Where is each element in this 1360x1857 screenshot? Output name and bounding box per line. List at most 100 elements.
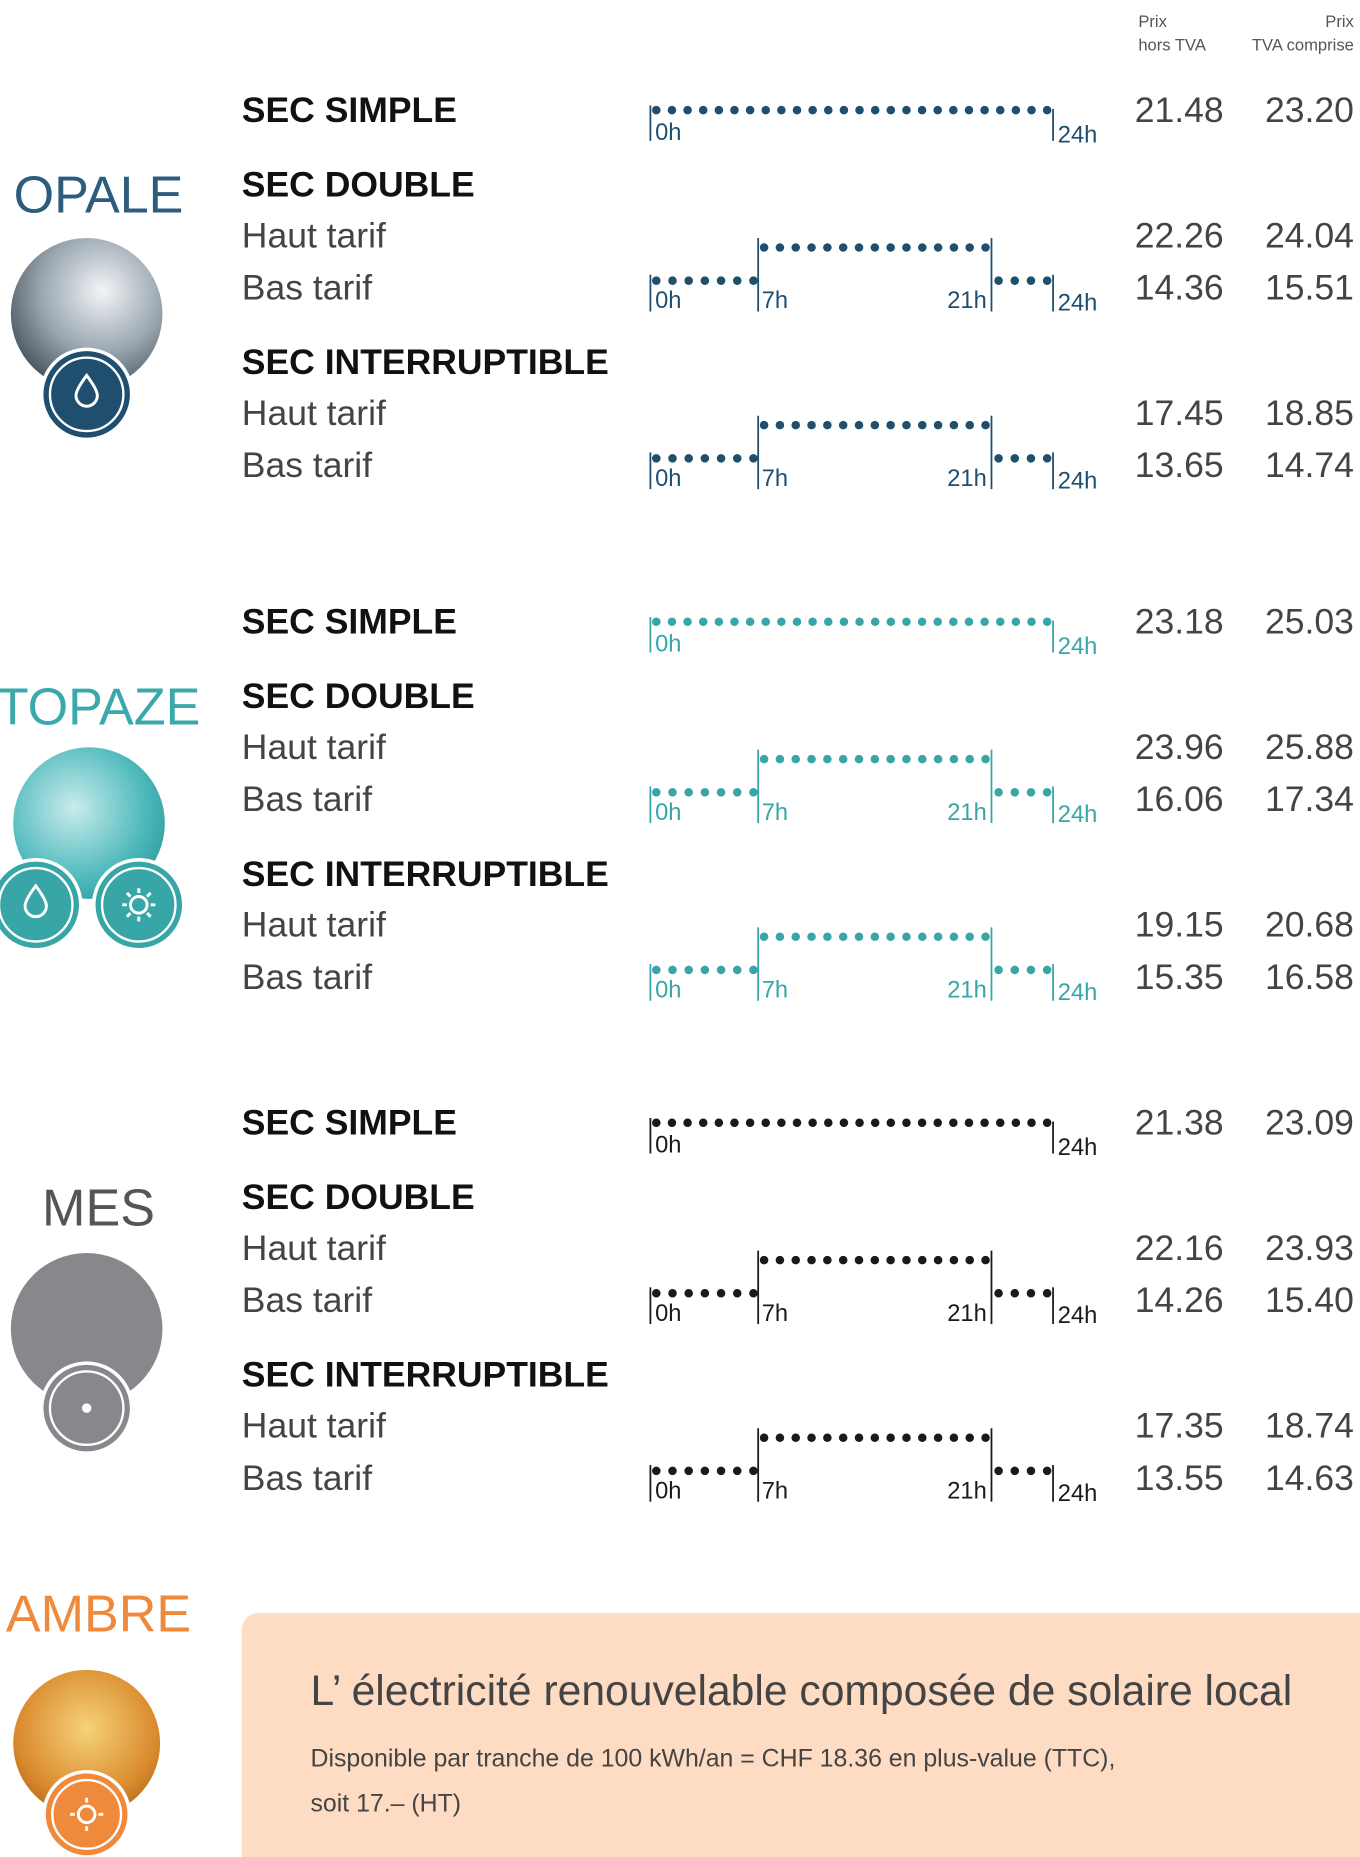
timeline-dot [699, 617, 708, 626]
price-ttc: 17.34 [1265, 779, 1354, 819]
timeline-dot [791, 933, 800, 942]
timeline-dot [871, 1256, 880, 1265]
timeline-dot [717, 966, 726, 975]
timeline-dot [949, 106, 958, 115]
timeline-dot [902, 755, 911, 764]
timeline-label: 24h [1058, 802, 1098, 828]
timeline-dot [871, 421, 880, 430]
price-ht: 17.45 [1135, 393, 1224, 433]
tariff-sheet: Prixhors TVAPrixTVA compriseOPALESEC SIM… [0, 0, 1360, 1857]
price-ttc: 20.68 [1265, 905, 1354, 945]
timeline-dot [791, 1433, 800, 1442]
timeline-dot [717, 276, 726, 285]
timeline-dot [761, 106, 770, 115]
timeline-dot [855, 933, 864, 942]
timeline-dot [791, 421, 800, 430]
timeline-dot [981, 243, 990, 252]
timeline-dot [823, 421, 832, 430]
timeline-dot [760, 1433, 769, 1442]
timeline-dot [760, 755, 769, 764]
timeline-label: 7h [762, 978, 788, 1004]
timeline-dot [1011, 454, 1020, 463]
price-ttc: 24.04 [1265, 215, 1354, 255]
timeline-dot [746, 106, 755, 115]
opale-icon [11, 238, 163, 439]
timeline-dot [749, 788, 758, 797]
timeline-dot [777, 617, 786, 626]
timeline-dot [807, 243, 816, 252]
timeline-dot [823, 755, 832, 764]
timeline-dot [1027, 276, 1036, 285]
timeline-dot [965, 755, 974, 764]
timeline-dot [701, 1289, 710, 1298]
timeline-dot [668, 106, 677, 115]
price-ttc: 18.74 [1265, 1406, 1354, 1446]
timeline-dot [886, 1256, 895, 1265]
topaze-icon [0, 747, 184, 950]
timeline-dot [934, 1256, 943, 1265]
price-ht: 23.96 [1135, 727, 1224, 767]
timeline-dot [749, 276, 758, 285]
timeline-dot [902, 1118, 911, 1127]
price-ht: 15.35 [1135, 957, 1224, 997]
timeline-label: 21h [947, 1478, 987, 1504]
tariff-title: SEC INTERRUPTIBLE [242, 342, 609, 382]
timeline-dot [733, 966, 742, 975]
timeline-dot [871, 755, 880, 764]
row-label: Bas tarif [242, 1458, 372, 1498]
price-ht: 22.26 [1135, 215, 1224, 255]
timeline-dot [965, 1118, 974, 1127]
timeline-dot [902, 421, 911, 430]
tariff-title: SEC INTERRUPTIBLE [242, 1355, 609, 1395]
timeline-dot [791, 755, 800, 764]
timeline-dot [717, 454, 726, 463]
timeline-dot [760, 933, 769, 942]
header-label: hors TVA [1138, 36, 1207, 55]
timeline-dot [1011, 966, 1020, 975]
timeline-dot [652, 106, 661, 115]
price-ht: 17.35 [1135, 1406, 1224, 1446]
timeline-dot [760, 421, 769, 430]
timeline-label: 0h [655, 978, 681, 1004]
timeline-dot [855, 243, 864, 252]
timeline-dot [1027, 106, 1036, 115]
timeline-label: 21h [947, 800, 987, 826]
timeline-dot [902, 933, 911, 942]
timeline-dot [1043, 617, 1052, 626]
timeline-dot [715, 1118, 724, 1127]
timeline-dot [871, 933, 880, 942]
timeline-dot [684, 1467, 693, 1476]
price-ttc: 16.58 [1265, 957, 1354, 997]
timeline-dot [776, 243, 785, 252]
timeline-label: 24h [1058, 634, 1098, 660]
timeline-dot [886, 1433, 895, 1442]
ambre-text: Disponible par tranche de 100 kWh/an = C… [310, 1744, 1115, 1772]
timeline-dot [652, 1467, 661, 1476]
timeline-dot [839, 421, 848, 430]
timeline-dot [1043, 966, 1052, 975]
timeline-dot [965, 421, 974, 430]
timeline-dot [823, 1256, 832, 1265]
header-label: Prix [1325, 12, 1354, 31]
timeline-dot [981, 1433, 990, 1442]
section-name: TOPAZE [0, 678, 200, 736]
timeline-dot [701, 966, 710, 975]
timeline-dot [761, 1118, 770, 1127]
timeline-label: 24h [1058, 122, 1098, 148]
timeline-dot [965, 1433, 974, 1442]
timeline-dot [684, 966, 693, 975]
timeline-dot [699, 1118, 708, 1127]
timeline-dot [1027, 1118, 1036, 1127]
timeline-dot [668, 966, 677, 975]
price-ttc: 23.20 [1265, 90, 1354, 130]
row-label: Bas tarif [242, 779, 372, 819]
timeline-dot [776, 1256, 785, 1265]
timeline-label: 21h [947, 1301, 987, 1327]
timeline-dot [981, 933, 990, 942]
timeline-dot [840, 617, 849, 626]
timeline-dot [701, 1467, 710, 1476]
price-ht: 21.48 [1135, 90, 1224, 130]
timeline-dot [1043, 276, 1052, 285]
section-name: AMBRE [6, 1586, 191, 1644]
timeline-dot [994, 788, 1003, 797]
